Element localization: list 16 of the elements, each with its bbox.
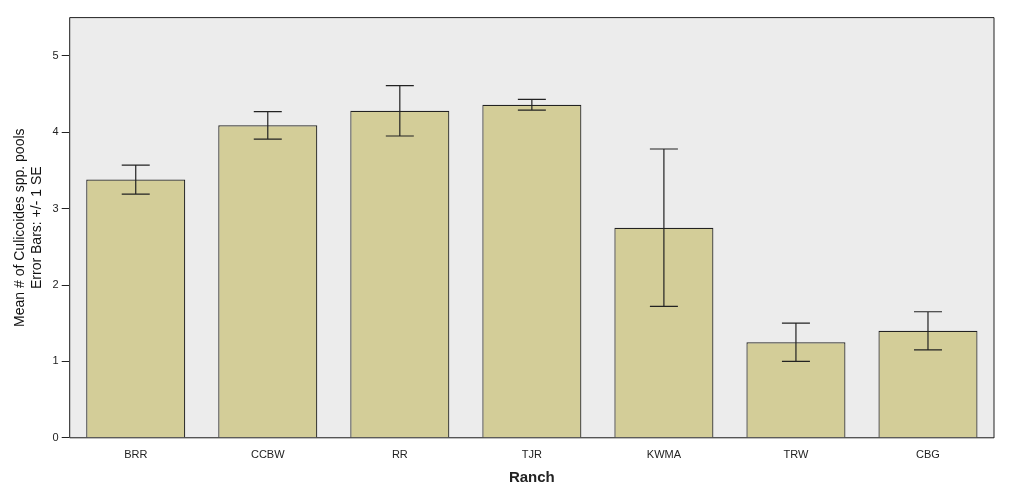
- y-tick-label: 0: [52, 430, 59, 443]
- y-tick-label: 5: [52, 48, 59, 61]
- x-tick-label: CBG: [916, 448, 940, 461]
- y-axis-title: Mean # of Culicoides spp. pools: [11, 128, 28, 327]
- x-tick-label: TJR: [521, 448, 542, 461]
- y-tick-label: 1: [52, 354, 59, 367]
- x-tick-label: TRW: [783, 448, 809, 461]
- y-tick-label: 4: [52, 125, 59, 138]
- y-tick-label: 2: [52, 278, 59, 291]
- x-tick-label: BRR: [124, 448, 148, 461]
- x-axis-title: Ranch: [508, 468, 555, 486]
- x-tick-label: CCBW: [250, 448, 286, 461]
- text: Error Bars: +/- 1 SE: [28, 166, 45, 289]
- y-tick-label: 3: [52, 201, 59, 214]
- x-tick-label: KWMA: [646, 448, 682, 461]
- x-tick-label: RR: [391, 448, 408, 461]
